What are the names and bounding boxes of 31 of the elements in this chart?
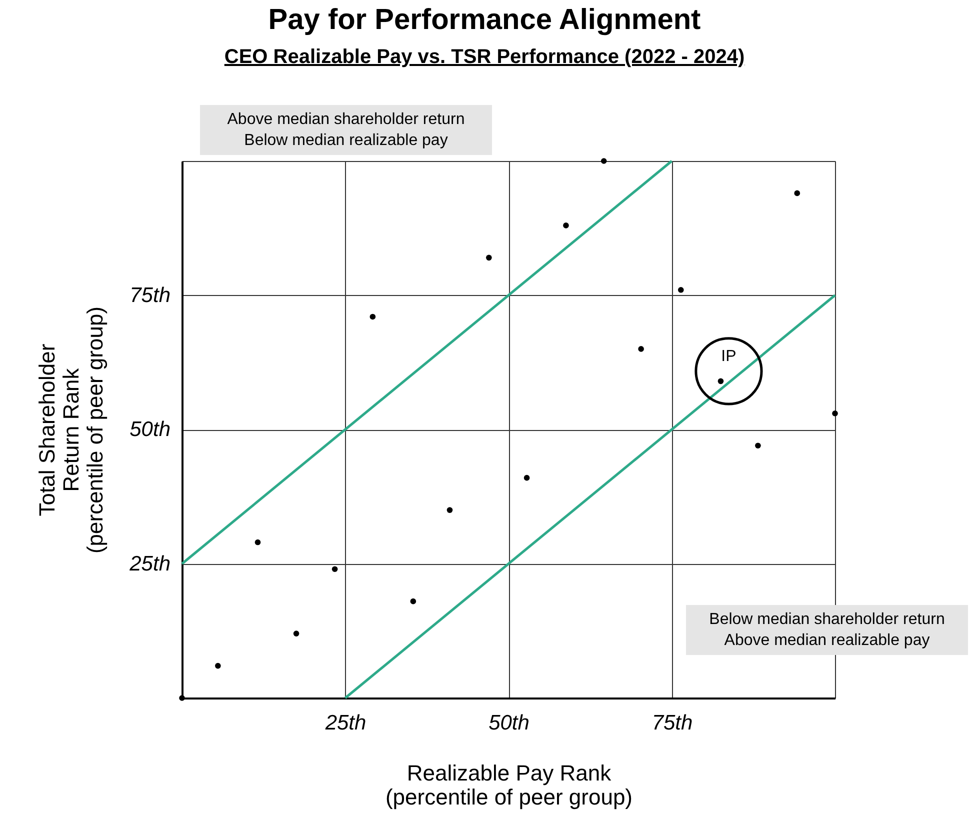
point — [446, 507, 453, 513]
point — [755, 442, 761, 449]
chart-subtitle: CEO Realizable Pay vs. TSR Performance (2022 - 2024) — [223, 46, 746, 69]
y-tick-label: 25th — [128, 552, 170, 576]
annotation: IP — [721, 348, 736, 366]
y-tick-label: 75th — [130, 284, 170, 307]
y-axis-title: Total Shareholder Return Rank (percentile of peer group) — [34, 306, 108, 554]
point — [718, 378, 724, 384]
point — [794, 190, 800, 196]
point — [370, 314, 376, 320]
point — [179, 695, 185, 701]
point — [638, 346, 644, 352]
x-tick-label: 25th — [324, 712, 366, 734]
text: Above median shareholder return Below median realizable pay — [200, 105, 492, 155]
x-tick-label: 75th — [652, 712, 693, 734]
point — [832, 410, 838, 416]
point — [600, 158, 607, 164]
point — [678, 286, 684, 293]
point — [254, 539, 261, 546]
annotation: Below median shareholder return Above median realizable pay — [686, 605, 968, 655]
x-tick-label: 50th — [488, 712, 530, 734]
x-axis-title: Realizable Pay Rank (percentile of peer group) — [385, 760, 633, 810]
point — [215, 662, 221, 669]
point — [332, 566, 338, 572]
point — [486, 254, 492, 261]
y-tick-label: 50th — [130, 418, 170, 441]
chart-title: Pay for Performance Alignment — [267, 4, 702, 37]
point — [563, 222, 569, 228]
point — [524, 474, 530, 481]
point — [293, 630, 300, 636]
point — [410, 598, 416, 604]
